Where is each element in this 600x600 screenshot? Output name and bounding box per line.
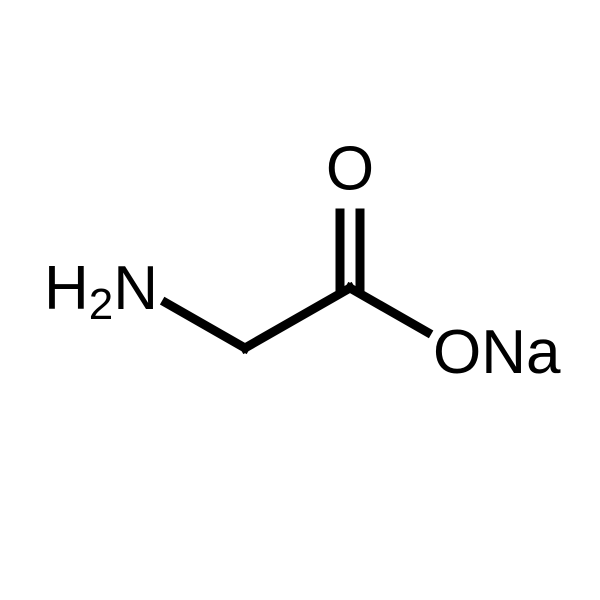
atom-label: O [326, 135, 374, 204]
molecule-canvas: H2N O ONa [0, 0, 600, 600]
bond-line [350, 288, 427, 332]
bond-line [245, 288, 350, 348]
atom-label-ona: ONa [433, 318, 561, 387]
bond-line [166, 303, 245, 348]
atom-label-amine: H2N [44, 254, 158, 329]
